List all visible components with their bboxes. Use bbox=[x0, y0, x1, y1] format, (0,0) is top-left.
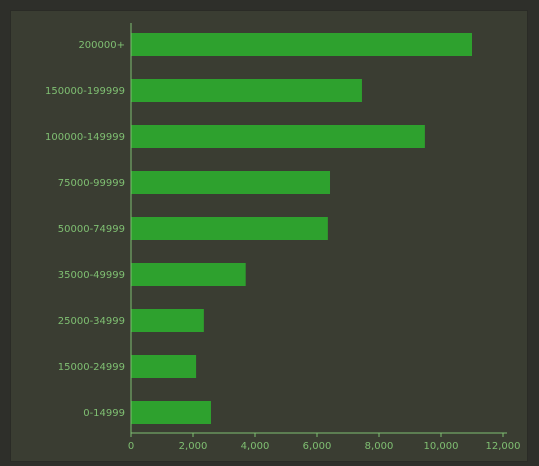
y-tick-label: 200000+ bbox=[78, 40, 125, 51]
bar-75000-99999 bbox=[131, 171, 331, 194]
bar-100000-149999 bbox=[131, 125, 425, 148]
x-tick-label: 0 bbox=[128, 441, 134, 452]
x-tick-label: 4,000 bbox=[241, 441, 270, 452]
y-tick-label: 0-14999 bbox=[83, 408, 125, 419]
y-tick-label: 50000-74999 bbox=[58, 224, 125, 235]
chart-panel: 200000+ 150000-199999 100000-149999 75000-9… bbox=[10, 10, 528, 462]
bar-chart: 200000+ 150000-199999 100000-149999 75000-9… bbox=[45, 23, 521, 452]
y-tick-label: 35000-49999 bbox=[58, 270, 125, 281]
y-tick-label: 15000-24999 bbox=[58, 362, 125, 373]
x-tick-label: 6,000 bbox=[303, 441, 332, 452]
bar-25000-34999 bbox=[131, 309, 204, 332]
x-tick-label: 2,000 bbox=[179, 441, 208, 452]
x-tick-label: 10,000 bbox=[424, 441, 459, 452]
y-axis-labels: 200000+ 150000-199999 100000-149999 75000-9… bbox=[45, 40, 125, 419]
x-axis-ticks bbox=[130, 433, 504, 437]
x-tick-label: 12,000 bbox=[486, 441, 521, 452]
bar-15000-24999 bbox=[131, 355, 197, 378]
y-tick-label: 100000-149999 bbox=[45, 132, 125, 143]
y-tick-label: 75000-99999 bbox=[58, 178, 125, 189]
x-axis-labels: 0 2,000 4,000 6,000 8,000 10,000 12,000 bbox=[128, 441, 521, 452]
bar-0-14999 bbox=[131, 401, 211, 424]
bar-200000+ bbox=[131, 33, 472, 56]
bar-150000-199999 bbox=[131, 79, 362, 102]
bars-group bbox=[131, 33, 472, 424]
bar-50000-74999 bbox=[131, 217, 328, 240]
y-tick-label: 25000-34999 bbox=[58, 316, 125, 327]
y-tick-label: 150000-199999 bbox=[45, 86, 125, 97]
bar-35000-49999 bbox=[131, 263, 246, 286]
x-tick-label: 8,000 bbox=[365, 441, 394, 452]
